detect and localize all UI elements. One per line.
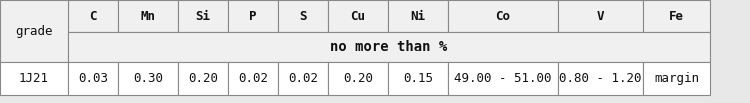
Text: P: P bbox=[249, 9, 256, 22]
Text: 49.00 - 51.00: 49.00 - 51.00 bbox=[454, 72, 552, 85]
Bar bbox=[448, 0, 558, 32]
Text: 0.80 - 1.20: 0.80 - 1.20 bbox=[560, 72, 642, 85]
Text: Ni: Ni bbox=[410, 9, 425, 22]
Text: 0.02: 0.02 bbox=[288, 72, 318, 85]
Bar bbox=[643, 62, 710, 95]
Text: 0.20: 0.20 bbox=[188, 72, 218, 85]
Bar bbox=[68, 62, 118, 95]
Text: V: V bbox=[597, 9, 604, 22]
Text: 0.20: 0.20 bbox=[343, 72, 373, 85]
Text: Si: Si bbox=[196, 9, 211, 22]
Text: margin: margin bbox=[654, 72, 699, 85]
Text: grade: grade bbox=[15, 25, 52, 37]
Bar bbox=[118, 62, 178, 95]
Text: 0.03: 0.03 bbox=[78, 72, 108, 85]
Text: Cu: Cu bbox=[350, 9, 365, 22]
Bar bbox=[228, 0, 278, 32]
Bar bbox=[68, 32, 710, 62]
Bar bbox=[328, 0, 388, 32]
Text: 1J21: 1J21 bbox=[19, 72, 49, 85]
Bar bbox=[0, 0, 68, 32]
Text: S: S bbox=[299, 9, 307, 22]
Bar bbox=[643, 0, 710, 32]
Bar bbox=[388, 0, 448, 32]
Bar bbox=[448, 62, 558, 95]
Bar bbox=[68, 0, 118, 32]
Text: C: C bbox=[89, 9, 97, 22]
Bar bbox=[228, 62, 278, 95]
Bar bbox=[558, 62, 643, 95]
Bar bbox=[178, 62, 228, 95]
Bar bbox=[388, 62, 448, 95]
Text: 0.02: 0.02 bbox=[238, 72, 268, 85]
Bar bbox=[328, 62, 388, 95]
Text: 0.30: 0.30 bbox=[133, 72, 163, 85]
Text: Co: Co bbox=[496, 9, 511, 22]
Bar bbox=[0, 62, 68, 95]
Text: Fe: Fe bbox=[669, 9, 684, 22]
Bar bbox=[278, 62, 328, 95]
Bar bbox=[178, 0, 228, 32]
Bar bbox=[278, 0, 328, 32]
Text: 0.15: 0.15 bbox=[403, 72, 433, 85]
Bar bbox=[0, 0, 68, 62]
Text: no more than %: no more than % bbox=[330, 40, 448, 54]
Text: Mn: Mn bbox=[140, 9, 155, 22]
Bar bbox=[558, 0, 643, 32]
Bar bbox=[118, 0, 178, 32]
